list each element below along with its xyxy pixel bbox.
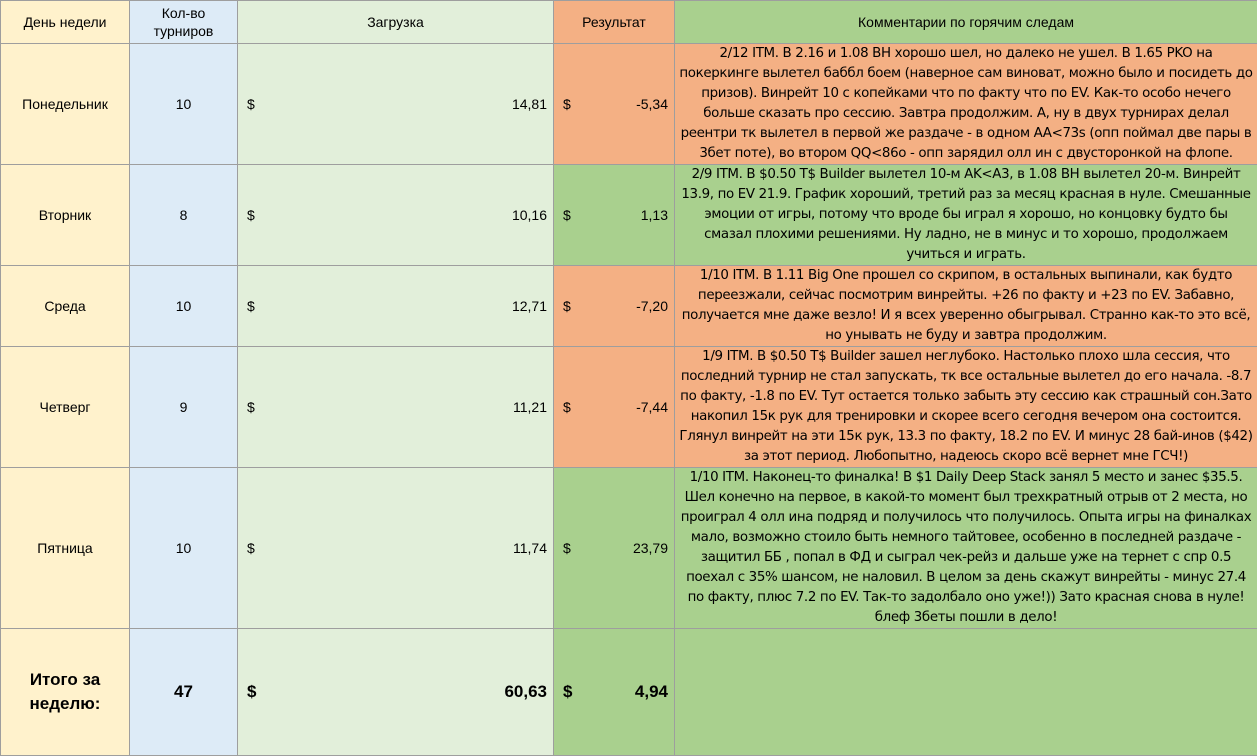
total-comment-cell[interactable] bbox=[675, 629, 1257, 756]
count-cell[interactable]: 10 bbox=[130, 266, 238, 347]
total-load-value: 60,63 bbox=[504, 682, 547, 702]
count-cell[interactable]: 10 bbox=[130, 44, 238, 165]
comment-cell[interactable]: 2/12 ITM. В 2.16 и 1.08 BH хорошо шел, н… bbox=[675, 44, 1257, 165]
currency-sign: $ bbox=[563, 298, 571, 314]
currency-sign: $ bbox=[563, 207, 571, 223]
header-count[interactable]: Кол-во турниров bbox=[130, 1, 238, 44]
currency-sign: $ bbox=[563, 540, 571, 556]
comment-cell[interactable]: 1/10 ITM. В 1.11 Big One прошел со скрип… bbox=[675, 266, 1257, 347]
total-load-cell[interactable]: $60,63 bbox=[238, 629, 554, 756]
header-load[interactable]: Загрузка bbox=[238, 1, 554, 44]
table-row: Четверг 9 $11,21 $ -7,44 1/9 ITM. В $0.50… bbox=[1, 347, 1257, 468]
day-cell[interactable]: Среда bbox=[1, 266, 130, 347]
total-count[interactable]: 47 bbox=[130, 629, 238, 756]
header-day[interactable]: День недели bbox=[1, 1, 130, 44]
result-cell[interactable]: $23,79 bbox=[554, 468, 675, 629]
table-row: Понедельник 10 $14,81 $ -5,34 2/12 ITM. В… bbox=[1, 44, 1257, 165]
day-cell[interactable]: Пятница bbox=[1, 468, 130, 629]
currency-sign: $ bbox=[247, 96, 255, 112]
result-value: 1,13 bbox=[641, 207, 668, 223]
load-value: 12,71 bbox=[512, 298, 547, 314]
load-cell[interactable]: $11,74 bbox=[238, 468, 554, 629]
comment-cell[interactable]: 1/9 ITM. В $0.50 T$ Builder зашел неглуб… bbox=[675, 347, 1257, 468]
result-cell[interactable]: $ -7,44 bbox=[554, 347, 675, 468]
result-cell[interactable]: $1,13 bbox=[554, 165, 675, 266]
total-row: Итого за неделю: 47 $60,63 $4,94 bbox=[1, 629, 1257, 756]
load-value: 14,81 bbox=[512, 96, 547, 112]
load-value: 11,21 bbox=[513, 399, 547, 415]
result-value: -5,34 bbox=[636, 96, 668, 112]
currency-sign: $ bbox=[247, 298, 255, 314]
load-value: 10,16 bbox=[512, 207, 547, 223]
load-cell[interactable]: $14,81 bbox=[238, 44, 554, 165]
currency-sign: $ bbox=[563, 682, 572, 702]
day-cell[interactable]: Понедельник bbox=[1, 44, 130, 165]
result-value: -7,44 bbox=[636, 399, 668, 415]
comment-text: 1/10 ITM. Наконец-то финалка! В $1 Daily… bbox=[675, 468, 1257, 628]
comment-cell[interactable]: 1/10 ITM. Наконец-то финалка! В $1 Daily… bbox=[675, 468, 1257, 629]
result-cell[interactable]: $ -5,34 bbox=[554, 44, 675, 165]
table-row: Вторник 8 $10,16 $1,13 2/9 ITM. В $0.50 … bbox=[1, 165, 1257, 266]
result-value: 23,79 bbox=[633, 540, 668, 556]
comment-text: 2/9 ITM. В $0.50 T$ Builder вылетел 10-м… bbox=[675, 165, 1257, 265]
comment-cell[interactable]: 2/9 ITM. В $0.50 T$ Builder вылетел 10-м… bbox=[675, 165, 1257, 266]
total-label[interactable]: Итого за неделю: bbox=[1, 629, 130, 756]
total-result-cell[interactable]: $4,94 bbox=[554, 629, 675, 756]
load-cell[interactable]: $11,21 bbox=[238, 347, 554, 468]
load-cell[interactable]: $12,71 bbox=[238, 266, 554, 347]
count-cell[interactable]: 8 bbox=[130, 165, 238, 266]
header-row: День недели Кол-во турниров Загрузка Рез… bbox=[1, 1, 1257, 44]
comment-text: 1/10 ITM. В 1.11 Big One прошел со скрип… bbox=[675, 266, 1257, 346]
load-value: 11,74 bbox=[513, 540, 547, 556]
currency-sign: $ bbox=[563, 399, 571, 415]
table-row: Пятница 10 $11,74 $23,79 1/10 ITM. Након… bbox=[1, 468, 1257, 629]
currency-sign: $ bbox=[247, 540, 255, 556]
result-value: -7,20 bbox=[636, 298, 668, 314]
load-cell[interactable]: $10,16 bbox=[238, 165, 554, 266]
comment-text: 1/9 ITM. В $0.50 T$ Builder зашел неглуб… bbox=[675, 347, 1257, 467]
day-cell[interactable]: Вторник bbox=[1, 165, 130, 266]
result-cell[interactable]: $ -7,20 bbox=[554, 266, 675, 347]
currency-sign: $ bbox=[563, 96, 571, 112]
total-result-value: 4,94 bbox=[635, 682, 668, 702]
comment-text: 2/12 ITM. В 2.16 и 1.08 BH хорошо шел, н… bbox=[675, 44, 1257, 164]
table-row: Среда 10 $12,71 $ -7,20 1/10 ITM. В 1.11 … bbox=[1, 266, 1257, 347]
currency-sign: $ bbox=[247, 399, 255, 415]
count-cell[interactable]: 9 bbox=[130, 347, 238, 468]
currency-sign: $ bbox=[247, 682, 256, 702]
currency-sign: $ bbox=[247, 207, 255, 223]
count-cell[interactable]: 10 bbox=[130, 468, 238, 629]
header-result[interactable]: Результат bbox=[554, 1, 675, 44]
header-comments[interactable]: Комментарии по горячим следам bbox=[675, 1, 1257, 44]
day-cell[interactable]: Четверг bbox=[1, 347, 130, 468]
